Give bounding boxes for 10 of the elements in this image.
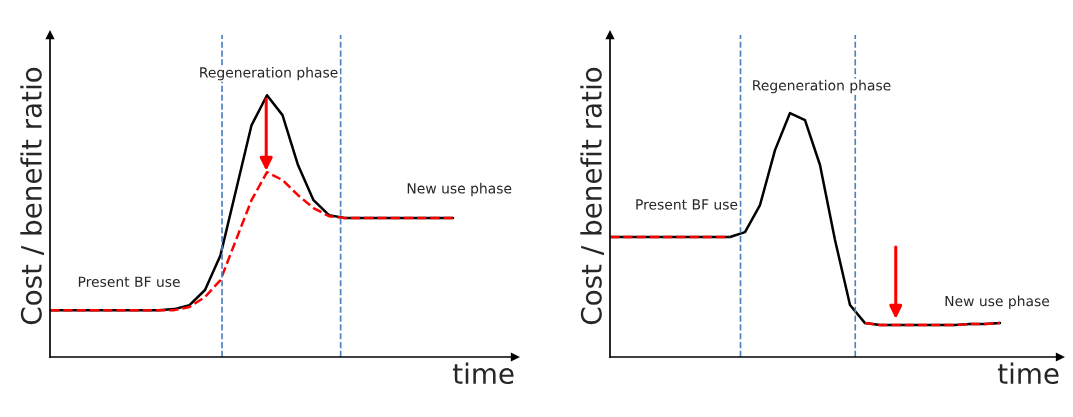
annotation: Present BF use <box>636 199 738 210</box>
text: Regeneration phase <box>753 79 891 94</box>
annotation: New use phase <box>407 182 512 197</box>
y-axis-title: Cost / benefit ratio <box>580 67 605 325</box>
x-axis-title: time <box>452 362 514 385</box>
annotation: New use phase <box>945 295 1050 309</box>
text: Regeneration phase <box>200 66 338 81</box>
x-axis-title: time <box>997 362 1059 385</box>
annotation: Present BF use <box>78 276 180 287</box>
y-axis-title: Cost / benefit ratio <box>20 67 45 325</box>
